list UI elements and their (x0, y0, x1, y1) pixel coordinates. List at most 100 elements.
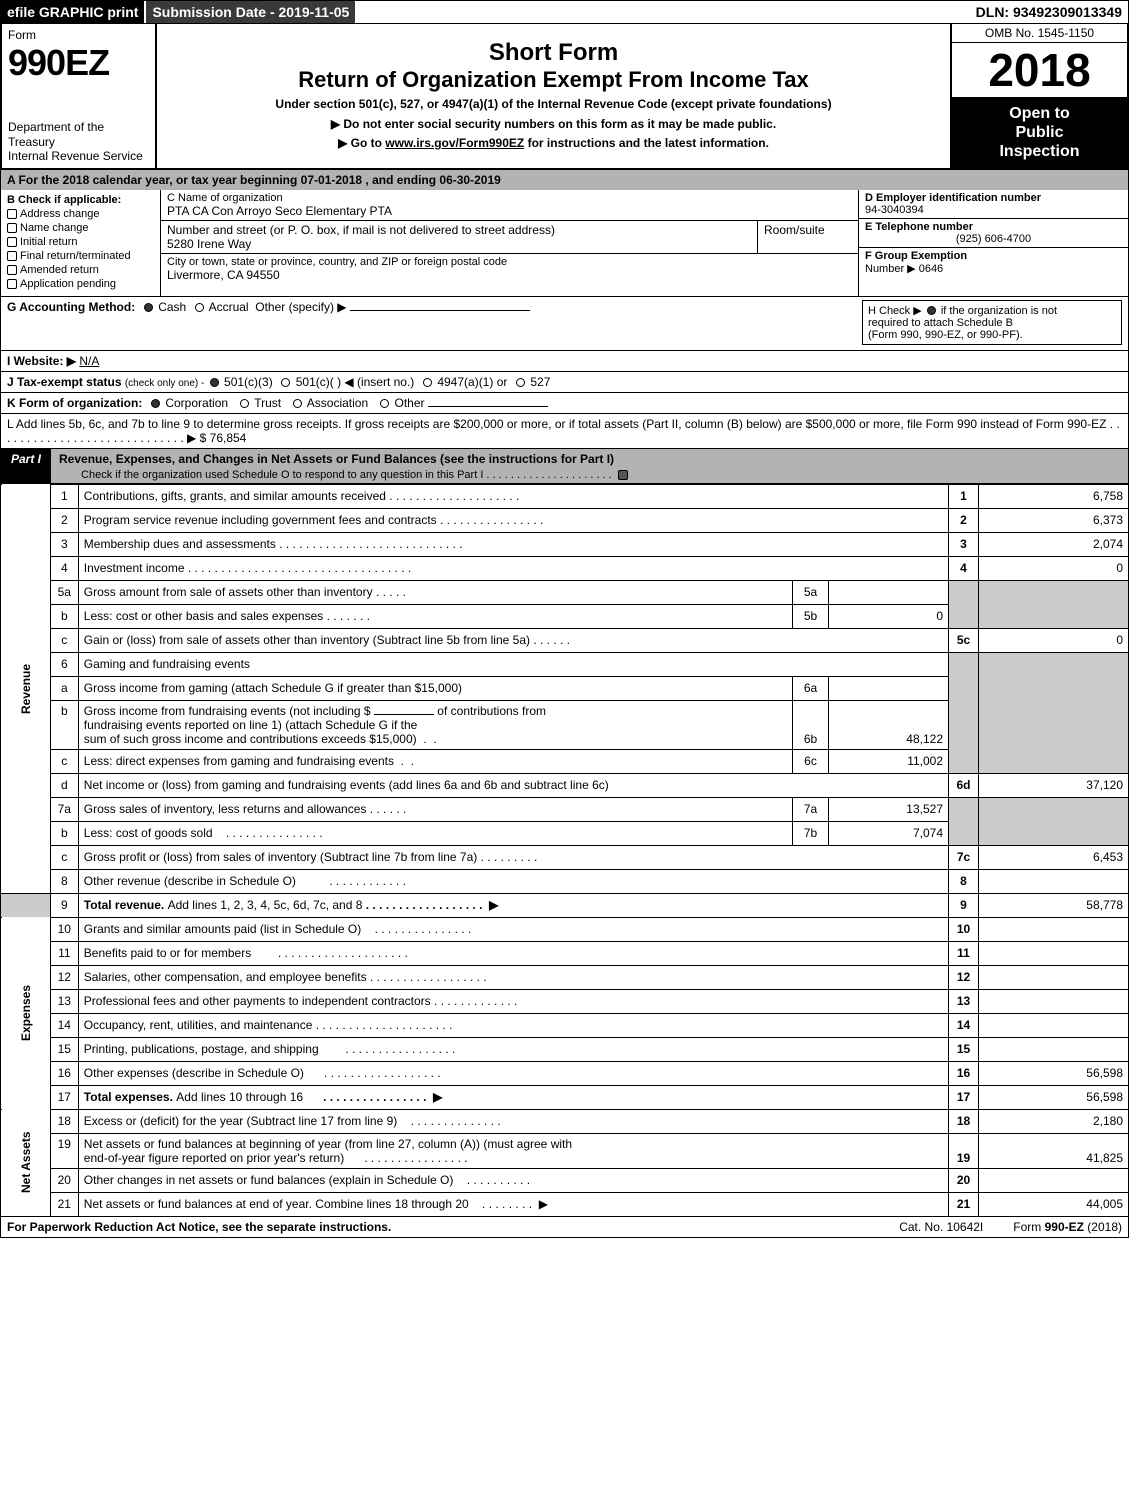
l12-val (979, 965, 1129, 989)
l7a-desc-text: Gross sales of inventory, less returns a… (84, 802, 367, 816)
l15-val (979, 1037, 1129, 1061)
irs-link[interactable]: www.irs.gov/Form990EZ (385, 136, 524, 150)
chk-final-return-label: Final return/terminated (20, 250, 131, 262)
radio-trust[interactable] (240, 399, 249, 408)
addr-label: Number and street (or P. O. box, if mail… (167, 223, 751, 237)
l16-desc-text: Other expenses (describe in Schedule O) (84, 1066, 304, 1080)
addr-value: 5280 Irene Way (167, 237, 751, 251)
radio-527[interactable] (516, 378, 525, 387)
chk-initial-return[interactable]: Initial return (7, 236, 154, 248)
l15-desc-text: Printing, publications, postage, and shi… (84, 1042, 319, 1056)
l6b-d1: Gross income from fundraising events (no… (84, 704, 371, 718)
radio-cash[interactable] (144, 303, 153, 312)
l17-num: 17 (50, 1085, 78, 1109)
l9-rn: 9 (949, 893, 979, 917)
l3-desc: Membership dues and assessments . . . . … (78, 532, 948, 556)
radio-other-org[interactable] (380, 399, 389, 408)
l6d-val: 37,120 (979, 773, 1129, 797)
radio-4947[interactable] (423, 378, 432, 387)
org-name: PTA CA Con Arroyo Seco Elementary PTA (167, 204, 852, 218)
k-o1: Corporation (165, 396, 228, 410)
b-title: B Check if applicable: (7, 194, 154, 206)
l1-rn: 1 (949, 484, 979, 508)
dln-label: DLN: 93492309013349 (970, 1, 1128, 23)
other-specify-line[interactable] (350, 310, 530, 311)
part1-title: Revenue, Expenses, and Changes in Net As… (51, 449, 1128, 469)
k-o3: Association (307, 396, 368, 410)
row-5a: 5a Gross amount from sale of assets othe… (1, 580, 1129, 604)
tax-exempt-block: J Tax-exempt status (check only one) - 5… (0, 372, 1129, 393)
l4-rn: 4 (949, 556, 979, 580)
chk-name-change[interactable]: Name change (7, 222, 154, 234)
radio-501c[interactable] (281, 378, 290, 387)
chk-name-change-label: Name change (20, 222, 89, 234)
section-b-checkboxes: B Check if applicable: Address change Na… (1, 190, 161, 296)
chk-address-change[interactable]: Address change (7, 208, 154, 220)
l7a-sn: 7a (793, 797, 829, 821)
efile-label[interactable]: efile GRAPHIC print (1, 1, 144, 23)
l11-val (979, 941, 1129, 965)
l4-val: 0 (979, 556, 1129, 580)
l7b-desc-text: Less: cost of goods sold (84, 826, 213, 840)
top-spacer (357, 1, 969, 23)
l6b-blank[interactable] (374, 714, 434, 715)
l7a-desc: Gross sales of inventory, less returns a… (78, 797, 792, 821)
j-small: (check only one) - (125, 378, 204, 389)
l19-num: 19 (50, 1133, 78, 1168)
radio-501c3[interactable] (210, 378, 219, 387)
l5b-sn: 5b (793, 604, 829, 628)
l7c-desc: Gross profit or (loss) from sales of inv… (78, 845, 948, 869)
l20-val (979, 1168, 1129, 1192)
website-value: N/A (79, 354, 99, 368)
l7b-sn: 7b (793, 821, 829, 845)
h-checkbox[interactable] (927, 306, 936, 315)
l6b-d4: sum of such gross income and contributio… (84, 732, 417, 746)
l18-desc-text: Excess or (deficit) for the year (Subtra… (84, 1114, 397, 1128)
radio-accrual[interactable] (195, 303, 204, 312)
l6d-desc: Net income or (loss) from gaming and fun… (78, 773, 948, 797)
l21-desc: Net assets or fund balances at end of ye… (78, 1192, 948, 1216)
l3-val: 2,074 (979, 532, 1129, 556)
l8-desc-text: Other revenue (describe in Schedule O) (84, 874, 296, 888)
phone-cell: E Telephone number (925) 606-4700 (859, 219, 1128, 248)
ein-value: 94-3040394 (865, 204, 1122, 216)
chk-amended-return[interactable]: Amended return (7, 264, 154, 276)
row-3: 3 Membership dues and assessments . . . … (1, 532, 1129, 556)
grey-6-val (979, 652, 1129, 773)
l14-num: 14 (50, 1013, 78, 1037)
h-post: if the organization is not (941, 305, 1057, 317)
l10-desc-text: Grants and similar amounts paid (list in… (84, 922, 361, 936)
gen-value: 0646 (919, 263, 943, 275)
l3-num: 3 (50, 532, 78, 556)
part1-table: Revenue 1 Contributions, gifts, grants, … (0, 484, 1129, 1217)
section-d-e-f: D Employer identification number 94-3040… (858, 190, 1128, 296)
l13-desc-text: Professional fees and other payments to … (84, 994, 431, 1008)
city-label: City or town, state or province, country… (167, 256, 852, 268)
accounting-block: G Accounting Method: Cash Accrual Other … (0, 297, 1129, 351)
chk-final-return[interactable]: Final return/terminated (7, 250, 154, 262)
l6a-desc: Gross income from gaming (attach Schedul… (78, 676, 792, 700)
l7c-rn: 7c (949, 845, 979, 869)
part1-sub-text: Check if the organization used Schedule … (81, 469, 483, 481)
other-label: Other (specify) ▶ (255, 300, 346, 314)
part1-schedule-o-checkbox[interactable] (618, 470, 628, 480)
l12-num: 12 (50, 965, 78, 989)
l12-rn: 12 (949, 965, 979, 989)
row-8: 8 Other revenue (describe in Schedule O)… (1, 869, 1129, 893)
l18-val: 2,180 (979, 1109, 1129, 1133)
l7a-num: 7a (50, 797, 78, 821)
other-org-line[interactable] (428, 406, 548, 407)
chk-address-change-label: Address change (20, 208, 100, 220)
l5c-val: 0 (979, 628, 1129, 652)
side-expenses: Expenses (1, 917, 51, 1109)
l20-desc: Other changes in net assets or fund bala… (78, 1168, 948, 1192)
chk-application-pending[interactable]: Application pending (7, 278, 154, 290)
radio-assoc[interactable] (293, 399, 302, 408)
row-6d: d Net income or (loss) from gaming and f… (1, 773, 1129, 797)
l5b-desc-text: Less: cost or other basis and sales expe… (84, 609, 323, 623)
row-9: 9 Total revenue. Add lines 1, 2, 3, 4, 5… (1, 893, 1129, 917)
l13-val (979, 989, 1129, 1013)
l6a-num: a (50, 676, 78, 700)
radio-corp[interactable] (151, 399, 160, 408)
l14-desc-text: Occupancy, rent, utilities, and maintena… (84, 1018, 313, 1032)
